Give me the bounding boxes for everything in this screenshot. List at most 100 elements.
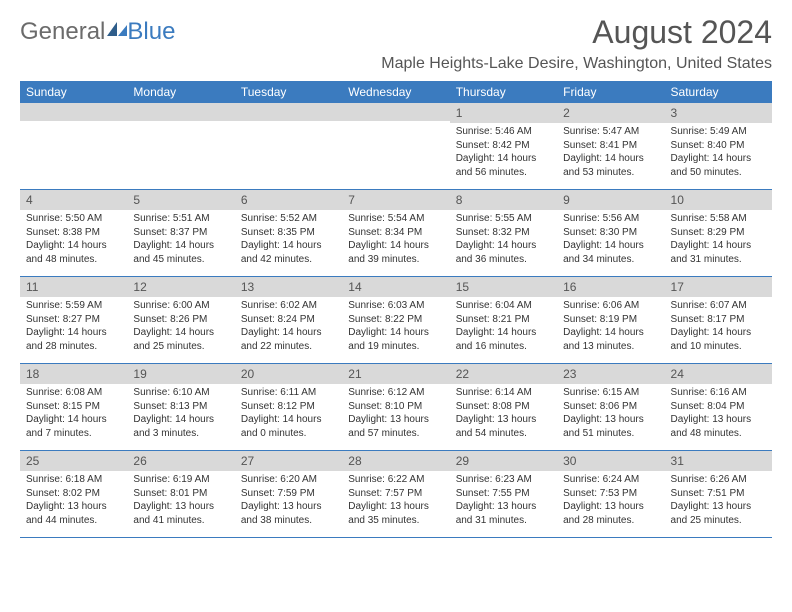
sunset-text: Sunset: 7:53 PM (563, 487, 658, 501)
week-row: 25Sunrise: 6:18 AMSunset: 8:02 PMDayligh… (20, 451, 772, 538)
daylight-text: Daylight: 14 hours and 3 minutes. (133, 413, 228, 440)
day-number: 10 (665, 190, 772, 210)
daylight-text: Daylight: 13 hours and 31 minutes. (456, 500, 551, 527)
daylight-text: Daylight: 14 hours and 50 minutes. (671, 152, 766, 179)
sunset-text: Sunset: 8:41 PM (563, 139, 658, 153)
day-number: 14 (342, 277, 449, 297)
sunrise-text: Sunrise: 5:54 AM (348, 212, 443, 226)
day-cell: 28Sunrise: 6:22 AMSunset: 7:57 PMDayligh… (342, 451, 449, 537)
day-number: 13 (235, 277, 342, 297)
day-body: Sunrise: 6:03 AMSunset: 8:22 PMDaylight:… (342, 297, 449, 359)
daylight-text: Daylight: 14 hours and 0 minutes. (241, 413, 336, 440)
day-cell: 3Sunrise: 5:49 AMSunset: 8:40 PMDaylight… (665, 103, 772, 189)
daylight-text: Daylight: 14 hours and 31 minutes. (671, 239, 766, 266)
sunset-text: Sunset: 8:19 PM (563, 313, 658, 327)
sunset-text: Sunset: 8:02 PM (26, 487, 121, 501)
day-cell: 8Sunrise: 5:55 AMSunset: 8:32 PMDaylight… (450, 190, 557, 276)
logo-sail-icon (107, 22, 127, 36)
day-body: Sunrise: 5:46 AMSunset: 8:42 PMDaylight:… (450, 123, 557, 185)
day-number: 22 (450, 364, 557, 384)
day-cell: 18Sunrise: 6:08 AMSunset: 8:15 PMDayligh… (20, 364, 127, 450)
sunrise-text: Sunrise: 6:12 AM (348, 386, 443, 400)
sunset-text: Sunset: 8:17 PM (671, 313, 766, 327)
day-cell: 17 Sunrise: 6:07 AMSunset: 8:17 PMDayligh… (665, 277, 772, 363)
day-cell: 6Sunrise: 5:52 AMSunset: 8:35 PMDaylight… (235, 190, 342, 276)
location: Maple Heights-Lake Desire, Washington, U… (381, 55, 772, 73)
sunset-text: Sunset: 8:38 PM (26, 226, 121, 240)
sunrise-text: Sunrise: 6:14 AM (456, 386, 551, 400)
daylight-text: Daylight: 14 hours and 42 minutes. (241, 239, 336, 266)
day-cell: 30Sunrise: 6:24 AMSunset: 7:53 PMDayligh… (557, 451, 664, 537)
day-cell: 13Sunrise: 6:02 AMSunset: 8:24 PMDayligh… (235, 277, 342, 363)
daylight-text: Daylight: 14 hours and 48 minutes. (26, 239, 121, 266)
sunrise-text: Sunrise: 5:56 AM (563, 212, 658, 226)
day-cell: 26Sunrise: 6:19 AMSunset: 8:01 PMDayligh… (127, 451, 234, 537)
sunrise-text: Sunrise: 5:58 AM (671, 212, 766, 226)
day-cell: 25Sunrise: 6:18 AMSunset: 8:02 PMDayligh… (20, 451, 127, 537)
day-number: 12 (127, 277, 234, 297)
brand-logo: General Blue (20, 18, 175, 46)
day-number (20, 103, 127, 121)
dow-header: Wednesday (342, 81, 449, 103)
sunrise-text: Sunrise: 6:11 AM (241, 386, 336, 400)
day-number (235, 103, 342, 121)
dow-header: Friday (557, 81, 664, 103)
sunrise-text: Sunrise: 6:06 AM (563, 299, 658, 313)
day-body: Sunrise: 6:24 AMSunset: 7:53 PMDaylight:… (557, 471, 664, 533)
day-number: 17 (665, 277, 772, 297)
day-number: 27 (235, 451, 342, 471)
daylight-text: Daylight: 14 hours and 10 minutes. (671, 326, 766, 353)
day-cell: 7Sunrise: 5:54 AMSunset: 8:34 PMDaylight… (342, 190, 449, 276)
week-row: 11Sunrise: 5:59 AMSunset: 8:27 PMDayligh… (20, 277, 772, 364)
sunrise-text: Sunrise: 6:10 AM (133, 386, 228, 400)
sunrise-text: Sunrise: 6:07 AM (671, 299, 766, 313)
week-row: 1Sunrise: 5:46 AMSunset: 8:42 PMDaylight… (20, 103, 772, 190)
dow-header: Sunday (20, 81, 127, 103)
day-number: 8 (450, 190, 557, 210)
sunrise-text: Sunrise: 5:47 AM (563, 125, 658, 139)
dow-header: Monday (127, 81, 234, 103)
sunrise-text: Sunrise: 6:15 AM (563, 386, 658, 400)
day-number: 7 (342, 190, 449, 210)
day-cell: 12Sunrise: 6:00 AMSunset: 8:26 PMDayligh… (127, 277, 234, 363)
day-cell: 27Sunrise: 6:20 AMSunset: 7:59 PMDayligh… (235, 451, 342, 537)
day-number: 2 (557, 103, 664, 123)
day-number: 30 (557, 451, 664, 471)
day-number: 31 (665, 451, 772, 471)
day-number: 5 (127, 190, 234, 210)
sunset-text: Sunset: 8:42 PM (456, 139, 551, 153)
day-cell: 31Sunrise: 6:26 AMSunset: 7:51 PMDayligh… (665, 451, 772, 537)
sunset-text: Sunset: 8:06 PM (563, 400, 658, 414)
day-body: Sunrise: 6:02 AMSunset: 8:24 PMDaylight:… (235, 297, 342, 359)
daylight-text: Daylight: 13 hours and 51 minutes. (563, 413, 658, 440)
day-body: Sunrise: 5:50 AMSunset: 8:38 PMDaylight:… (20, 210, 127, 272)
day-body: Sunrise: 6:18 AMSunset: 8:02 PMDaylight:… (20, 471, 127, 533)
daylight-text: Daylight: 14 hours and 56 minutes. (456, 152, 551, 179)
day-cell: 11Sunrise: 5:59 AMSunset: 8:27 PMDayligh… (20, 277, 127, 363)
daylight-text: Daylight: 14 hours and 53 minutes. (563, 152, 658, 179)
daylight-text: Daylight: 13 hours and 54 minutes. (456, 413, 551, 440)
daylight-text: Daylight: 14 hours and 19 minutes. (348, 326, 443, 353)
day-number: 4 (20, 190, 127, 210)
day-cell (235, 103, 342, 189)
days-of-week-row: SundayMondayTuesdayWednesdayThursdayFrid… (20, 81, 772, 103)
sunrise-text: Sunrise: 5:49 AM (671, 125, 766, 139)
day-cell (342, 103, 449, 189)
sunset-text: Sunset: 8:32 PM (456, 226, 551, 240)
day-cell (20, 103, 127, 189)
week-row: 18Sunrise: 6:08 AMSunset: 8:15 PMDayligh… (20, 364, 772, 451)
sunset-text: Sunset: 8:12 PM (241, 400, 336, 414)
sunrise-text: Sunrise: 6:22 AM (348, 473, 443, 487)
day-body: Sunrise: 6:10 AMSunset: 8:13 PMDaylight:… (127, 384, 234, 446)
sunset-text: Sunset: 8:10 PM (348, 400, 443, 414)
sunset-text: Sunset: 8:22 PM (348, 313, 443, 327)
day-body: Sunrise: 5:54 AMSunset: 8:34 PMDaylight:… (342, 210, 449, 272)
sunrise-text: Sunrise: 6:18 AM (26, 473, 121, 487)
day-number: 1 (450, 103, 557, 123)
month-title: August 2024 (381, 14, 772, 51)
day-body: Sunrise: 5:51 AMSunset: 8:37 PMDaylight:… (127, 210, 234, 272)
day-body: Sunrise: 6:19 AMSunset: 8:01 PMDaylight:… (127, 471, 234, 533)
day-body: Sunrise: 6:22 AMSunset: 7:57 PMDaylight:… (342, 471, 449, 533)
daylight-text: Daylight: 14 hours and 16 minutes. (456, 326, 551, 353)
title-block: August 2024 Maple Heights-Lake Desire, W… (381, 14, 772, 73)
